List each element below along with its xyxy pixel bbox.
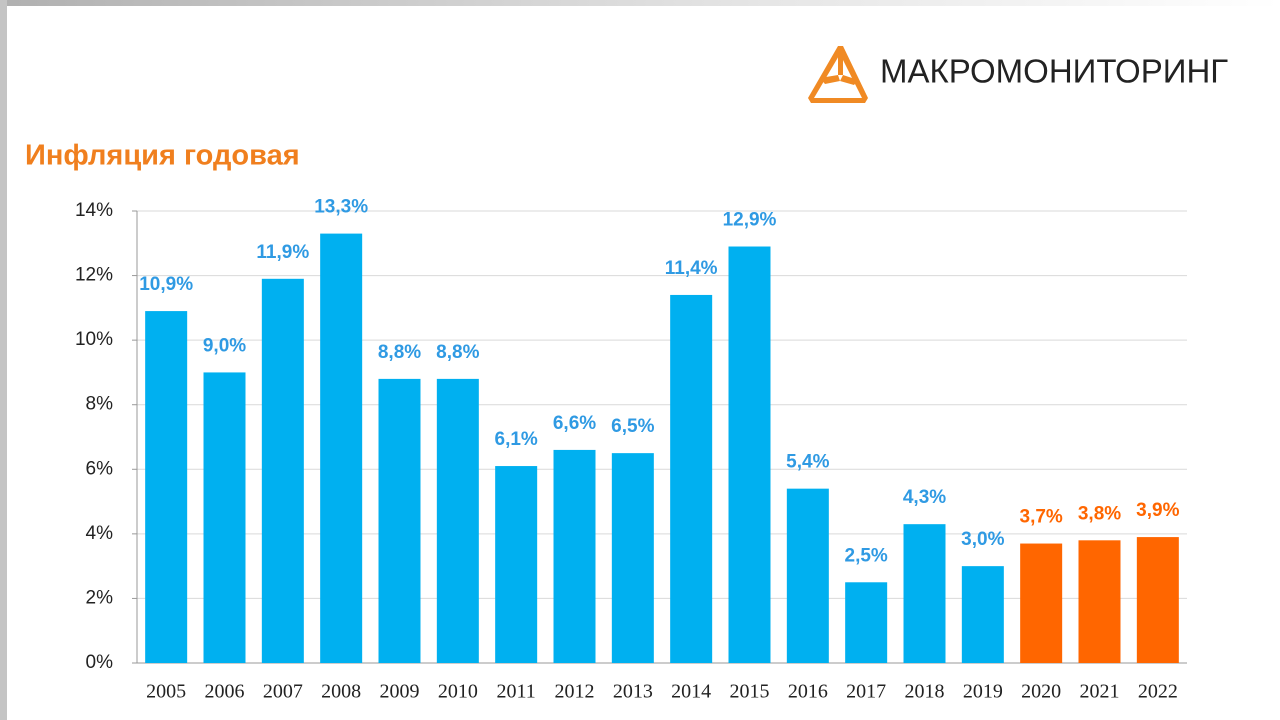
logo-icon bbox=[808, 46, 868, 103]
bar bbox=[203, 372, 246, 663]
value-label: 6,1% bbox=[495, 429, 538, 450]
y-tick-label: 10% bbox=[75, 329, 113, 350]
chart-title: Инфляция годовая bbox=[25, 140, 300, 172]
x-tick-label: 2007 bbox=[263, 681, 303, 703]
x-tick-label: 2005 bbox=[146, 681, 186, 703]
bar bbox=[845, 582, 888, 663]
bar bbox=[786, 488, 829, 663]
y-tick-label: 12% bbox=[75, 265, 113, 286]
bar bbox=[436, 378, 479, 663]
bar bbox=[961, 566, 1004, 663]
frame bbox=[0, 0, 1280, 6]
bar bbox=[1020, 543, 1063, 663]
x-tick-label: 2013 bbox=[613, 681, 653, 703]
x-tick-label: 2019 bbox=[963, 681, 1003, 703]
bar bbox=[145, 311, 188, 663]
value-label: 10,9% bbox=[139, 274, 193, 295]
value-label: 8,8% bbox=[436, 342, 479, 363]
x-tick-label: 2020 bbox=[1021, 681, 1061, 703]
value-label: 3,7% bbox=[1020, 507, 1063, 528]
bar bbox=[1078, 540, 1121, 663]
x-tick-label: 2009 bbox=[380, 681, 420, 703]
value-label: 8,8% bbox=[378, 342, 421, 363]
bar bbox=[1136, 537, 1179, 663]
y-tick-label: 2% bbox=[86, 587, 114, 608]
bar bbox=[495, 466, 538, 663]
x-tick-label: 2018 bbox=[905, 681, 945, 703]
bar bbox=[553, 449, 596, 663]
value-label: 5,4% bbox=[786, 452, 829, 473]
value-label: 2,5% bbox=[845, 545, 888, 566]
value-label: 9,0% bbox=[203, 335, 246, 356]
y-tick-label: 8% bbox=[86, 394, 114, 415]
y-tick-label: 14% bbox=[75, 200, 113, 221]
x-tick-label: 2006 bbox=[205, 681, 245, 703]
x-tick-label: 2015 bbox=[730, 681, 770, 703]
value-label: 3,0% bbox=[961, 529, 1004, 550]
x-tick-label: 2010 bbox=[438, 681, 478, 703]
value-label: 4,3% bbox=[903, 487, 946, 508]
bar bbox=[903, 524, 946, 663]
x-tick-label: 2022 bbox=[1138, 681, 1178, 703]
y-tick-label: 0% bbox=[86, 652, 114, 673]
value-label: 3,9% bbox=[1136, 500, 1179, 521]
value-label: 3,8% bbox=[1078, 503, 1121, 524]
value-label: 11,9% bbox=[256, 242, 309, 263]
value-label: 11,4% bbox=[665, 258, 718, 279]
x-tick-label: 2014 bbox=[671, 681, 711, 703]
value-label: 6,5% bbox=[611, 416, 654, 437]
bar bbox=[670, 294, 713, 663]
x-tick-label: 2016 bbox=[788, 681, 828, 703]
bar bbox=[378, 378, 421, 663]
x-tick-label: 2008 bbox=[321, 681, 361, 703]
brand-name: МАКРОМОНИТОРИНГ bbox=[880, 53, 1228, 90]
y-tick-label: 4% bbox=[86, 523, 114, 544]
bar bbox=[320, 233, 363, 663]
bar bbox=[611, 453, 654, 663]
bar bbox=[261, 278, 304, 663]
x-tick-label: 2012 bbox=[555, 681, 595, 703]
x-tick-label: 2021 bbox=[1080, 681, 1120, 703]
value-label: 13,3% bbox=[314, 197, 368, 218]
y-tick-label: 6% bbox=[86, 458, 114, 479]
value-label: 6,6% bbox=[553, 413, 596, 434]
x-tick-label: 2017 bbox=[846, 681, 886, 703]
bar bbox=[728, 246, 771, 663]
x-tick-label: 2011 bbox=[497, 681, 536, 703]
value-label: 12,9% bbox=[723, 210, 777, 231]
frame bbox=[0, 0, 7, 720]
